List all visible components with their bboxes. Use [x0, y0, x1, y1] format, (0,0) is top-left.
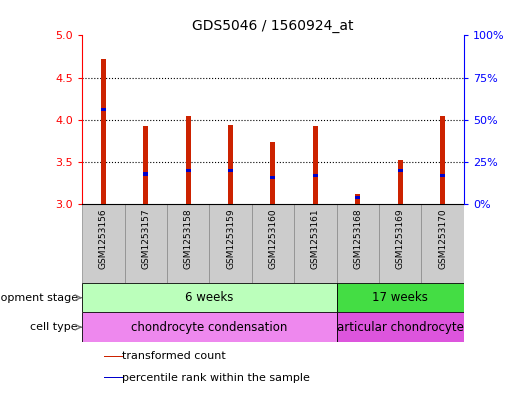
Bar [270, 142, 276, 204]
Bar [228, 169, 233, 172]
Bar [421, 204, 464, 283]
Bar [270, 176, 276, 179]
Text: 6 weeks: 6 weeks [185, 291, 234, 304]
Bar [167, 204, 209, 283]
Text: cell type: cell type [30, 322, 78, 332]
Bar [355, 194, 360, 204]
Text: GSM1253158: GSM1253158 [184, 208, 192, 269]
Text: GSM1253161: GSM1253161 [311, 208, 320, 269]
Bar [337, 312, 464, 342]
Title: GDS5046 / 1560924_at: GDS5046 / 1560924_at [192, 19, 354, 33]
Bar [104, 377, 122, 378]
Bar [101, 59, 106, 204]
Bar [313, 174, 318, 177]
Bar [337, 283, 464, 312]
Text: GSM1253169: GSM1253169 [396, 208, 404, 269]
Bar [82, 204, 125, 283]
Text: GSM1253170: GSM1253170 [438, 208, 447, 269]
Bar [440, 116, 445, 204]
Bar [143, 126, 148, 204]
Text: GSM1253157: GSM1253157 [142, 208, 150, 269]
Bar [294, 204, 337, 283]
Text: GSM1253160: GSM1253160 [269, 208, 277, 269]
Text: transformed count: transformed count [122, 351, 226, 361]
Bar [125, 204, 167, 283]
Text: 17 weeks: 17 weeks [372, 291, 428, 304]
Bar [82, 312, 337, 342]
Text: chondrocyte condensation: chondrocyte condensation [131, 321, 288, 334]
Bar [104, 356, 122, 357]
Bar [440, 174, 445, 177]
Text: GSM1253159: GSM1253159 [226, 208, 235, 269]
Bar [228, 125, 233, 204]
Bar [355, 196, 360, 199]
Bar [398, 169, 403, 172]
Bar [379, 204, 421, 283]
Text: GSM1253168: GSM1253168 [354, 208, 362, 269]
Text: articular chondrocyte: articular chondrocyte [337, 321, 464, 334]
Text: percentile rank within the sample: percentile rank within the sample [122, 373, 310, 383]
Text: GSM1253156: GSM1253156 [99, 208, 108, 269]
Bar [252, 204, 294, 283]
Bar [186, 169, 191, 172]
Bar [337, 204, 379, 283]
Bar [186, 116, 191, 204]
Bar [143, 172, 148, 176]
Bar [209, 204, 252, 283]
Bar [82, 283, 337, 312]
Text: development stage: development stage [0, 293, 78, 303]
Bar [398, 160, 403, 204]
Bar [101, 108, 106, 111]
Bar [313, 126, 318, 204]
